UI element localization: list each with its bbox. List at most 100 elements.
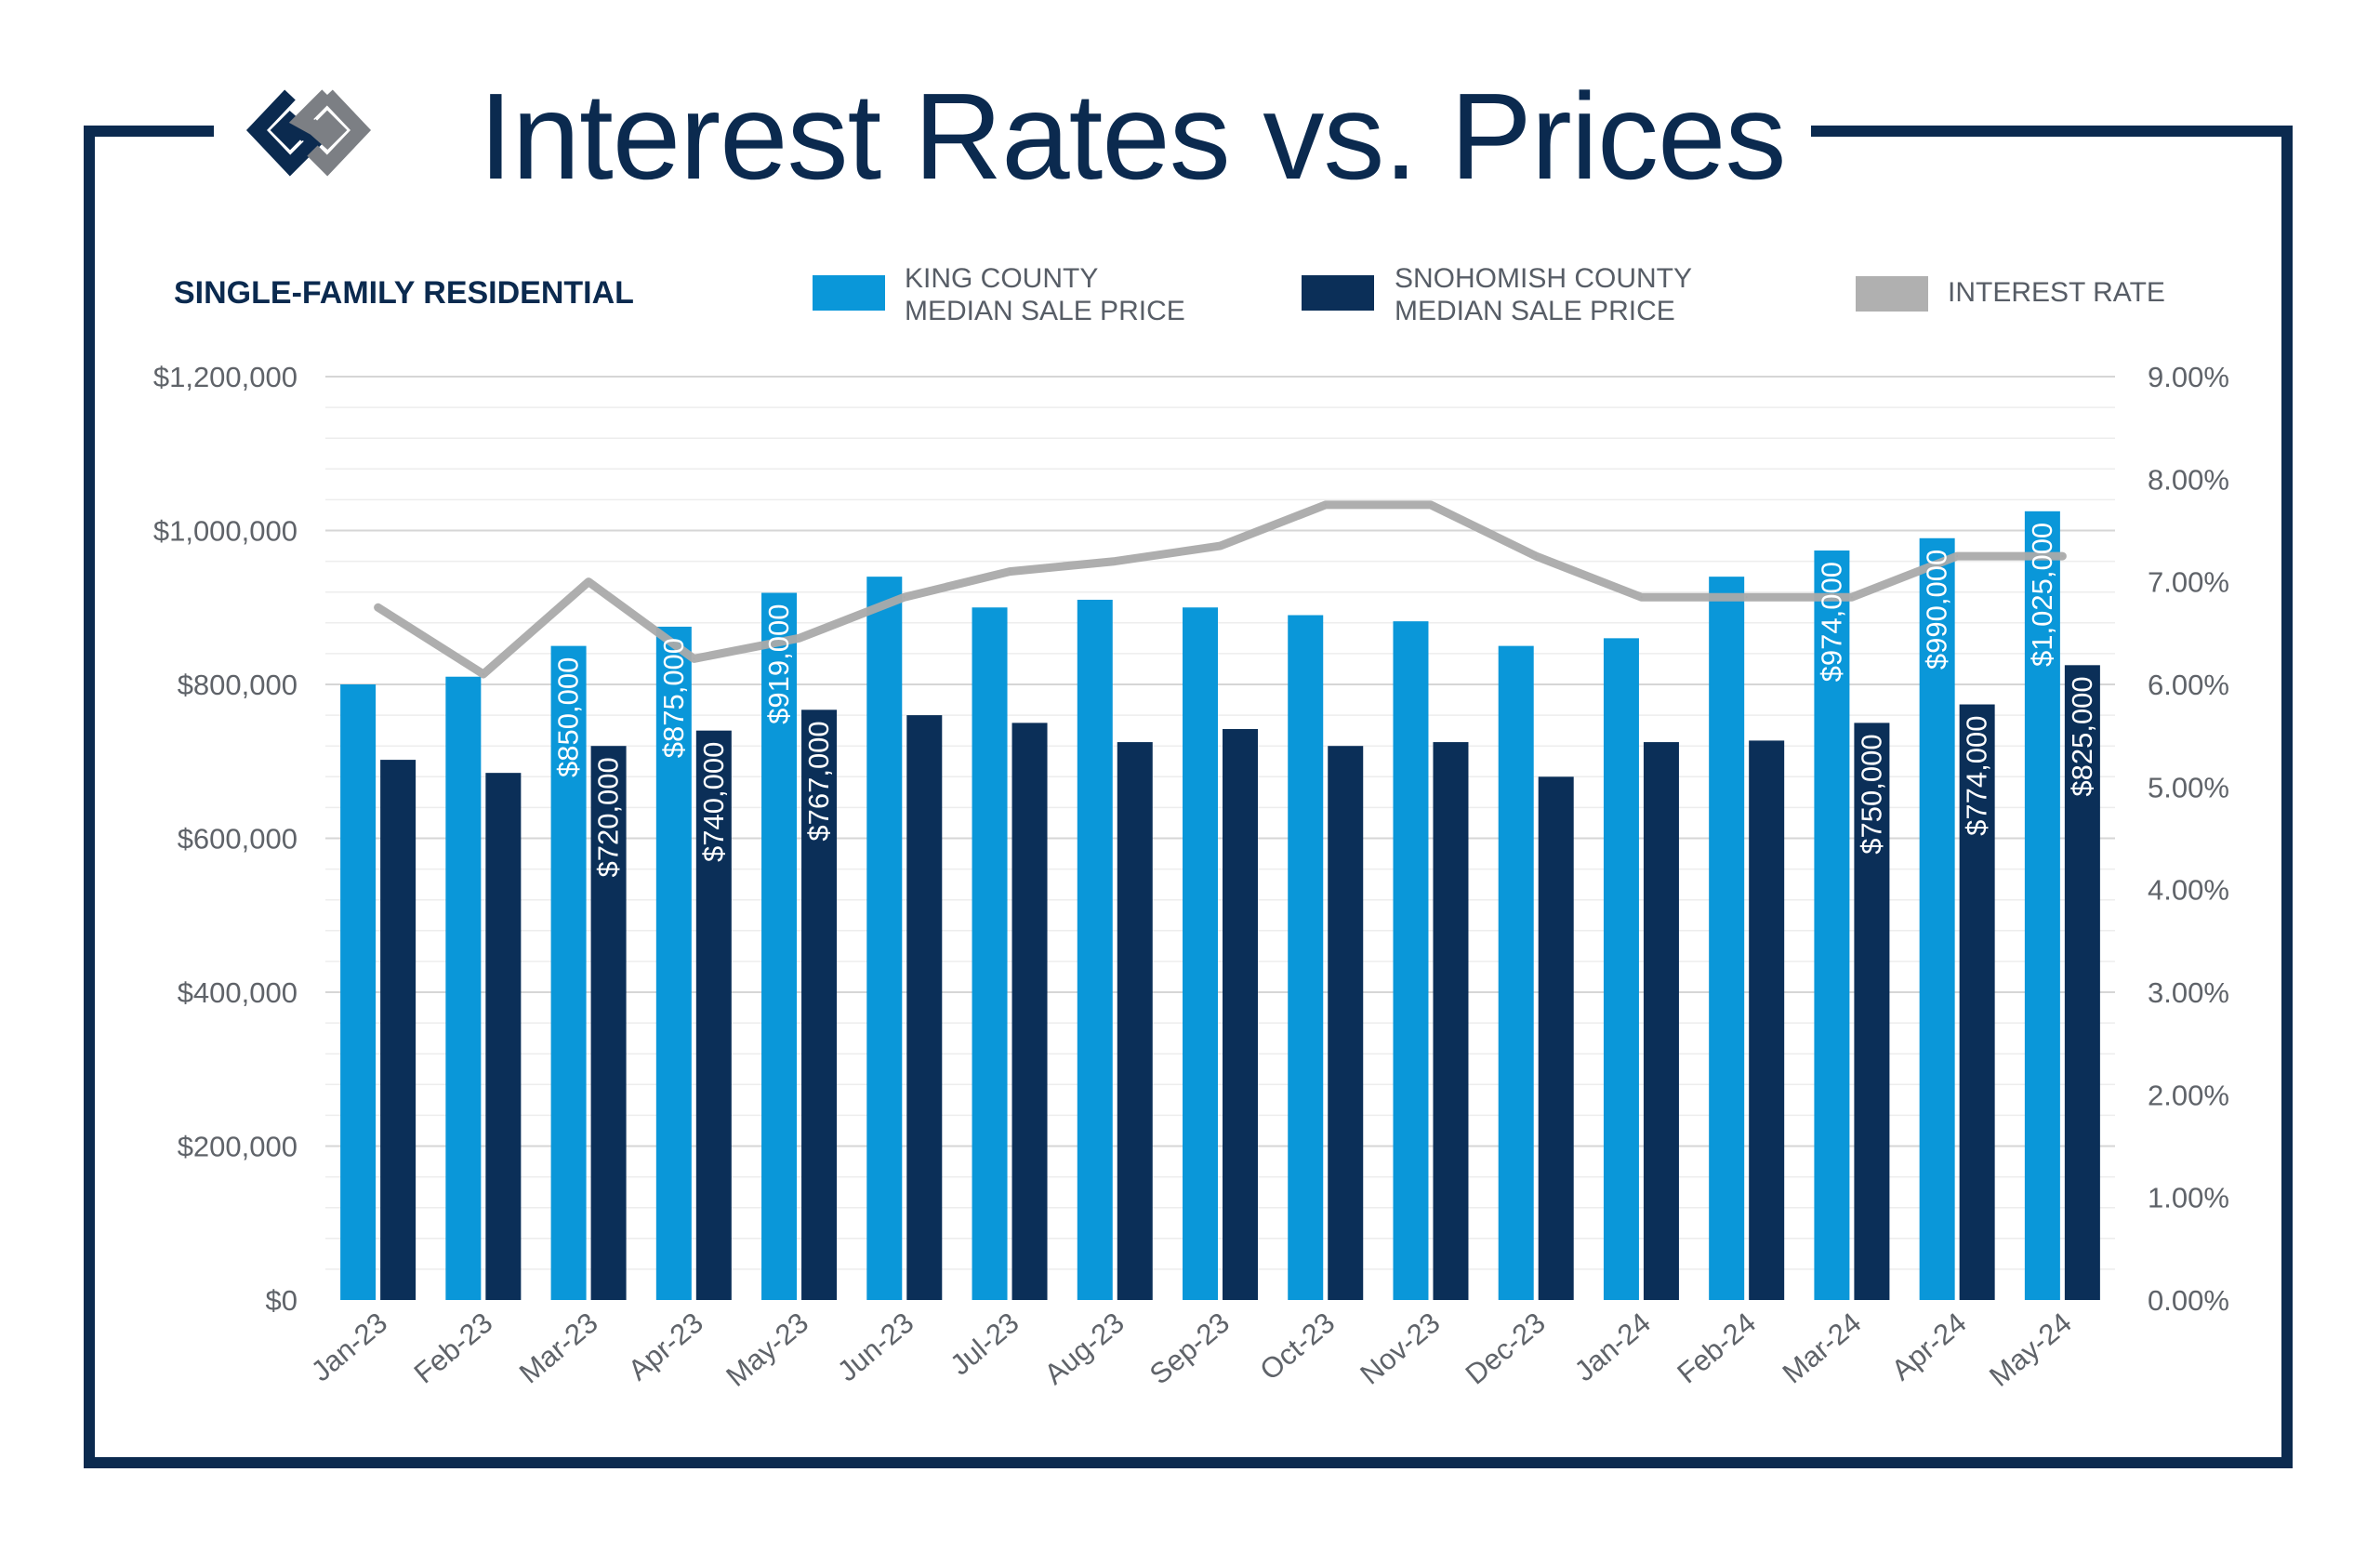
- interest-rate-point: [1745, 596, 1748, 599]
- x-tick-label: Aug-23: [1038, 1307, 1130, 1391]
- bar-king-county: [1709, 577, 1745, 1300]
- y-left-tick-label: $800,000: [178, 669, 298, 701]
- bar-snohomish-county: [1959, 704, 1995, 1300]
- legend-swatch-snohomish: [1302, 275, 1374, 311]
- data-label-king: $875,000: [657, 638, 690, 758]
- data-label-king: $850,000: [552, 657, 585, 777]
- legend-swatch-king: [813, 275, 885, 311]
- bar-king-county: [761, 592, 798, 1300]
- interest-rate-point: [1114, 560, 1117, 563]
- x-tick-label: Nov-23: [1354, 1307, 1446, 1391]
- interest-rate-point: [798, 637, 800, 640]
- bar-king-county: [866, 577, 903, 1300]
- x-tick-label: Mar-24: [1777, 1307, 1868, 1390]
- y-right-tick-label: 8.00%: [2148, 463, 2229, 496]
- y-left-tick-label: $1,000,000: [153, 515, 298, 548]
- bar-king-county: [655, 626, 692, 1300]
- bar-king-county: [1393, 621, 1429, 1300]
- y-right-tick-label: 2.00%: [2148, 1079, 2229, 1111]
- legend-label-king: KING COUNTY MEDIAN SALE PRICE: [905, 263, 1185, 326]
- data-label-king: $919,000: [762, 604, 795, 724]
- x-tick-label: Feb-24: [1671, 1307, 1762, 1390]
- x-tick-label: Apr-24: [1885, 1307, 1973, 1387]
- legend-label-interest-rate: INTEREST RATE: [1948, 277, 2165, 308]
- bar-snohomish-county: [380, 760, 416, 1300]
- y-right-tick-label: 4.00%: [2148, 874, 2229, 907]
- bar-snohomish-county: [1643, 742, 1679, 1300]
- bar-snohomish-county: [695, 730, 732, 1300]
- bar-king-county: [1814, 550, 1850, 1300]
- bar-snohomish-county: [1117, 742, 1153, 1300]
- bar-snohomish-county: [1538, 776, 1574, 1300]
- bar-snohomish-county: [590, 746, 627, 1300]
- interest-rate-point: [377, 606, 379, 609]
- y-right-tick-label: 9.00%: [2148, 361, 2229, 393]
- interest-rate-point: [1850, 596, 1853, 599]
- interest-rate-point: [1324, 503, 1327, 506]
- bar-snohomish-county: [1749, 740, 1785, 1300]
- bar-snohomish-county: [1854, 723, 1890, 1300]
- chart-subtitle: SINGLE-FAMILY RESIDENTIAL: [174, 275, 634, 311]
- interest-rate-point: [1640, 596, 1643, 599]
- interest-rate-point: [1956, 555, 1959, 558]
- interest-rate-point: [693, 657, 695, 660]
- x-tick-label: Jan-23: [305, 1307, 393, 1388]
- y-right-tick-label: 0.00%: [2148, 1284, 2229, 1317]
- bar-king-county: [550, 645, 587, 1300]
- y-right-tick-label: 3.00%: [2148, 976, 2229, 1009]
- x-tick-label: Sep-23: [1144, 1307, 1236, 1391]
- y-left-tick-label: $600,000: [178, 823, 298, 856]
- legend-swatch-interest-rate: [1856, 276, 1928, 312]
- bar-snohomish-county: [801, 710, 838, 1300]
- bar-snohomish-county: [1012, 723, 1048, 1300]
- bar-snohomish-county: [1223, 728, 1258, 1300]
- y-left-tick-label: $400,000: [178, 976, 298, 1009]
- bar-king-county: [1919, 537, 1955, 1300]
- y-right-tick-label: 6.00%: [2148, 669, 2229, 701]
- x-tick-label: Jul-23: [944, 1307, 1025, 1382]
- x-tick-label: Jun-23: [831, 1307, 919, 1388]
- bar-king-county: [1603, 638, 1639, 1300]
- interest-rate-point: [482, 672, 484, 675]
- interest-rate-point: [2061, 555, 2064, 558]
- data-label-king: $974,000: [1815, 562, 1847, 682]
- data-label-king: $1,025,000: [2026, 523, 2058, 667]
- bar-snohomish-county: [485, 773, 522, 1300]
- data-label-snohomish: $720,000: [592, 757, 625, 877]
- interest-rate-point: [903, 596, 906, 599]
- bar-king-county: [340, 684, 377, 1300]
- x-tick-label: Oct-23: [1253, 1307, 1341, 1387]
- bar-snohomish-county: [1328, 746, 1364, 1300]
- x-tick-label: Jan-24: [1568, 1307, 1657, 1388]
- y-left-tick-label: $1,200,000: [153, 361, 298, 393]
- interest-rate-point: [1219, 545, 1222, 548]
- frame-border: [84, 126, 2293, 1468]
- bar-king-county: [1288, 615, 1324, 1300]
- data-label-snohomish: $825,000: [2066, 676, 2098, 796]
- x-tick-label: Feb-23: [408, 1307, 499, 1390]
- bar-king-county: [445, 676, 482, 1300]
- bar-king-county: [972, 607, 1008, 1300]
- bar-king-county: [1498, 645, 1534, 1300]
- x-tick-label: Dec-23: [1460, 1307, 1552, 1391]
- page-title: Interest Rates vs. Prices: [479, 68, 1786, 205]
- y-right-tick-label: 5.00%: [2148, 771, 2229, 803]
- bar-king-county: [1183, 607, 1218, 1300]
- bar-snohomish-county: [906, 715, 943, 1300]
- bar-snohomish-county: [1433, 742, 1469, 1300]
- interest-rate-point: [588, 580, 590, 583]
- data-label-king: $990,000: [1921, 550, 1953, 670]
- x-tick-label: May-24: [1983, 1307, 2078, 1393]
- x-tick-label: May-23: [720, 1307, 814, 1393]
- interest-rate-point: [1429, 503, 1432, 506]
- data-label-snohomish: $750,000: [1855, 734, 1887, 854]
- data-label-snohomish: $767,000: [802, 721, 835, 841]
- bar-king-county: [1077, 599, 1113, 1300]
- y-left-tick-label: $200,000: [178, 1131, 298, 1163]
- y-right-tick-label: 7.00%: [2148, 566, 2229, 599]
- interest-rate-point: [1535, 555, 1538, 558]
- bar-king-county: [2024, 511, 2060, 1300]
